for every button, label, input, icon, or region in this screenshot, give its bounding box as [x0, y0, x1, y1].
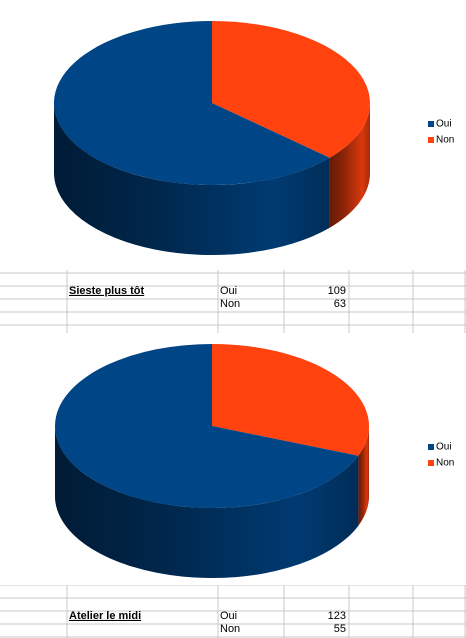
cell-category: Non [220, 298, 240, 310]
cell-category: Non [220, 623, 240, 635]
legend-label: Non [436, 135, 454, 146]
cell-value: 55 [334, 623, 346, 635]
cell-title: Atelier le midi [69, 610, 141, 622]
legend-label: Non [436, 458, 454, 469]
slice-side-shade [55, 426, 359, 578]
cell-category: Oui [220, 285, 237, 297]
cell-value: 63 [334, 298, 346, 310]
legend-swatch [428, 460, 434, 466]
legend-swatch [428, 137, 434, 143]
slice [54, 344, 359, 508]
legend-swatch [428, 444, 434, 450]
slice [53, 21, 330, 185]
slice-side-shade [329, 103, 370, 228]
slice [212, 21, 370, 158]
slice [212, 344, 370, 456]
cell-value: 123 [328, 610, 346, 622]
legend-label: Oui [436, 119, 452, 130]
legend-label: Oui [436, 442, 452, 453]
cell-category: Oui [220, 610, 237, 622]
slice-side-shade [358, 426, 369, 526]
slice-side-shade [54, 103, 330, 256]
cell-title: Sieste plus tôt [69, 285, 145, 297]
cell-value: 109 [328, 285, 346, 297]
legend-swatch [428, 121, 434, 127]
